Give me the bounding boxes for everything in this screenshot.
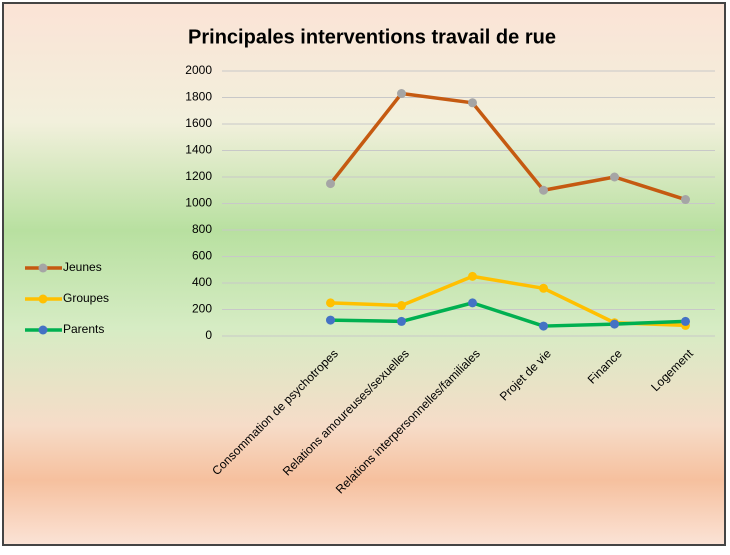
series-marker	[610, 172, 619, 182]
legend-marker	[38, 325, 48, 335]
chart-title: Principales interventions travail de rue	[188, 26, 556, 48]
series-line	[330, 301, 686, 328]
y-tick-label: 1000	[185, 196, 212, 210]
y-tick-label: 800	[192, 222, 212, 236]
series-marker	[326, 179, 335, 189]
legend-marker	[38, 263, 48, 273]
legend-label: Groupes	[63, 291, 109, 305]
series-marker	[397, 316, 406, 326]
y-tick-label: 1200	[185, 169, 212, 183]
y-tick-label: 2000	[185, 63, 212, 77]
chart-frame	[2, 2, 726, 546]
legend-label: Parents	[63, 322, 104, 336]
series-marker	[539, 283, 548, 293]
y-tick-label: 400	[192, 275, 212, 289]
y-tick-label: 1800	[185, 90, 212, 104]
series-marker	[539, 185, 548, 195]
legend-marker	[38, 294, 48, 304]
y-tick-label: 0	[205, 328, 212, 342]
y-tick-label: 1400	[185, 143, 212, 157]
series-marker	[326, 298, 335, 308]
series-marker	[468, 98, 477, 108]
legend-label: Jeunes	[63, 260, 102, 274]
y-tick-label: 200	[192, 302, 212, 316]
y-tick-label: 600	[192, 249, 212, 263]
series-marker	[468, 271, 477, 281]
series-marker	[468, 298, 477, 308]
series-marker	[610, 319, 619, 329]
y-tick-label: 1600	[185, 116, 212, 130]
series-marker	[539, 321, 548, 331]
series-marker	[397, 301, 406, 311]
series-line	[329, 91, 687, 202]
series-marker	[681, 195, 690, 205]
series-marker	[397, 89, 406, 99]
series-marker	[326, 315, 335, 325]
series-marker	[681, 316, 690, 326]
